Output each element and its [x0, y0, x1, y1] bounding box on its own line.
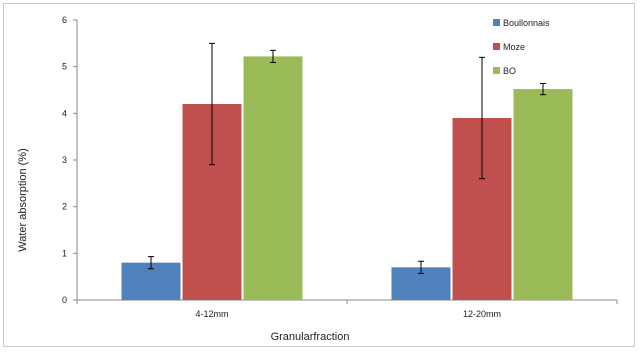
bar-bo-0	[243, 56, 303, 301]
y-tick-label: 4	[62, 108, 67, 118]
legend-swatch	[493, 67, 500, 74]
y-axis-title: Water absorption (%)	[17, 148, 29, 252]
y-tick-label: 5	[62, 62, 67, 72]
x-axis-title: Granularfraction	[271, 331, 350, 343]
x-tick-labels: 4-12mm 12-20mm	[195, 309, 501, 319]
y-tick-label: 6	[62, 15, 67, 25]
legend-swatch	[493, 19, 500, 26]
x-tick-label: 12-20mm	[463, 309, 501, 319]
legend: Boullonnais Moze BO	[493, 18, 550, 76]
y-tick-label: 3	[62, 155, 67, 165]
y-tick-label: 1	[62, 248, 67, 258]
legend-label: Boullonnais	[503, 18, 550, 28]
y-tick-label: 2	[62, 202, 67, 212]
y-tick-labels: 0 1 2 3 4 5 6	[62, 15, 67, 305]
bars	[121, 56, 573, 301]
x-tick-label: 4-12mm	[195, 309, 228, 319]
legend-label: Moze	[503, 42, 525, 52]
legend-swatch	[493, 43, 500, 50]
legend-label: BO	[503, 66, 516, 76]
bar-bo-1	[513, 89, 573, 300]
error-bars	[148, 42, 546, 274]
y-tick-label: 0	[62, 295, 67, 305]
